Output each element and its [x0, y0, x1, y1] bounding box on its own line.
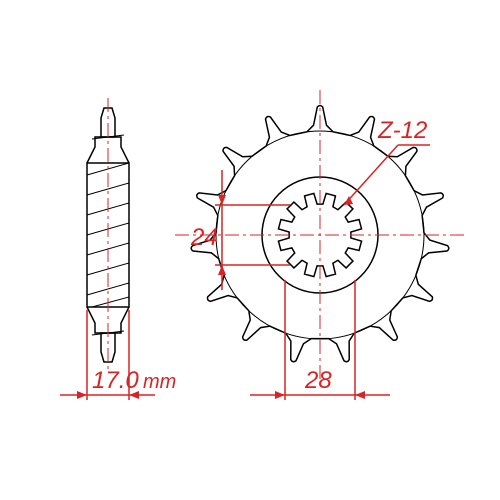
dimension-width: 17.0 mm: [60, 310, 176, 400]
dim-bore-value: 24: [190, 224, 218, 251]
dim-width-value: 17.0: [92, 367, 139, 394]
technical-drawing: 17.0 mm Z-12 24 28: [0, 0, 500, 500]
dim-width-unit: mm: [143, 371, 176, 393]
spline-label: Z-12: [377, 117, 427, 144]
side-view: [87, 98, 129, 372]
dim-hub-value: 28: [304, 367, 332, 394]
